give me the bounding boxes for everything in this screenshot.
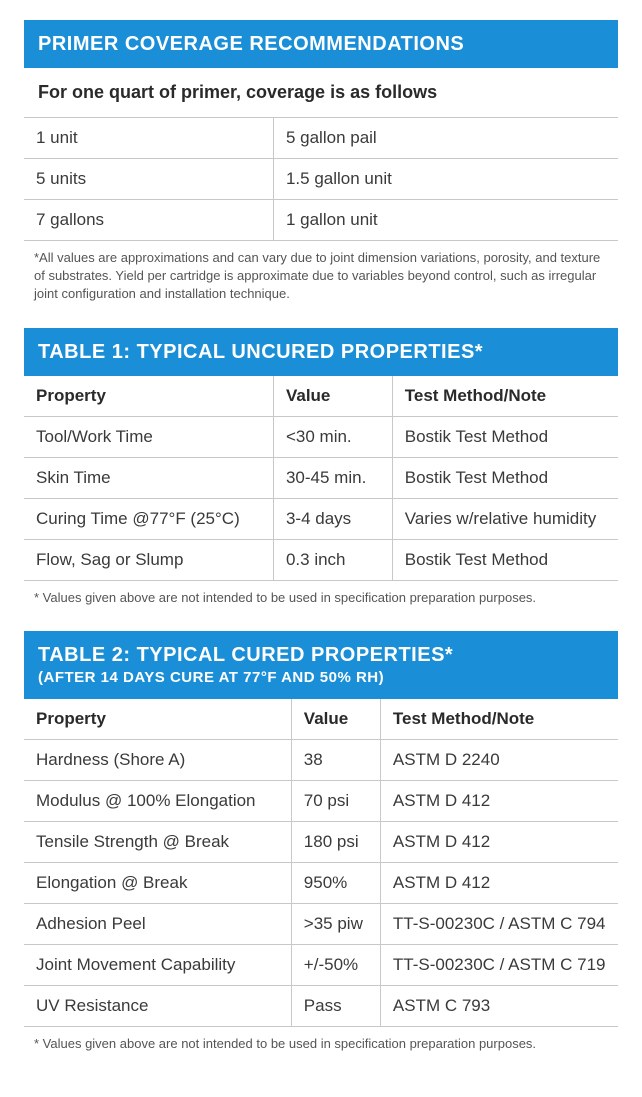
cell: 950%	[291, 862, 380, 903]
table-row: Flow, Sag or Slump 0.3 inch Bostik Test …	[24, 539, 618, 580]
primer-cell: 5 units	[24, 159, 273, 200]
cell: ASTM D 412	[380, 780, 618, 821]
primer-footnote: *All values are approximations and can v…	[24, 241, 618, 304]
table-row: Tensile Strength @ Break 180 psi ASTM D …	[24, 821, 618, 862]
cell: Modulus @ 100% Elongation	[24, 780, 291, 821]
table2-title: TABLE 2: TYPICAL CURED PROPERTIES*	[38, 644, 453, 666]
primer-cell: 1.5 gallon unit	[273, 159, 618, 200]
table1-title: TABLE 1: TYPICAL UNCURED PROPERTIES*	[24, 328, 618, 376]
primer-cell: 1 unit	[24, 118, 273, 159]
cell: Tensile Strength @ Break	[24, 821, 291, 862]
col-header: Property	[24, 699, 291, 740]
table-row: Joint Movement Capability +/-50% TT-S-00…	[24, 944, 618, 985]
cell: 3-4 days	[273, 498, 392, 539]
cell: Adhesion Peel	[24, 903, 291, 944]
col-header: Test Method/Note	[380, 699, 618, 740]
cell: 30-45 min.	[273, 457, 392, 498]
primer-subtitle: For one quart of primer, coverage is as …	[24, 68, 618, 118]
table-row: Modulus @ 100% Elongation 70 psi ASTM D …	[24, 780, 618, 821]
table1-section: TABLE 1: TYPICAL UNCURED PROPERTIES* Pro…	[24, 328, 618, 607]
table1-footnote: * Values given above are not intended to…	[24, 581, 618, 607]
cell: >35 piw	[291, 903, 380, 944]
cell: Pass	[291, 985, 380, 1026]
cell: Tool/Work Time	[24, 416, 273, 457]
cell: Joint Movement Capability	[24, 944, 291, 985]
cell: Elongation @ Break	[24, 862, 291, 903]
table2-section: TABLE 2: TYPICAL CURED PROPERTIES* (AFTE…	[24, 631, 618, 1053]
cell: <30 min.	[273, 416, 392, 457]
table-header-row: Property Value Test Method/Note	[24, 376, 618, 417]
cell: 180 psi	[291, 821, 380, 862]
table1-table: Property Value Test Method/Note Tool/Wor…	[24, 376, 618, 581]
table2-footnote: * Values given above are not intended to…	[24, 1027, 618, 1053]
table-row: Hardness (Shore A) 38 ASTM D 2240	[24, 739, 618, 780]
cell: Skin Time	[24, 457, 273, 498]
cell: 0.3 inch	[273, 539, 392, 580]
primer-section: PRIMER COVERAGE RECOMMENDATIONS For one …	[24, 20, 618, 304]
cell: Bostik Test Method	[392, 457, 618, 498]
primer-cell: 5 gallon pail	[273, 118, 618, 159]
table-row: 1 unit 5 gallon pail	[24, 118, 618, 159]
table-row: Elongation @ Break 950% ASTM D 412	[24, 862, 618, 903]
cell: TT-S-00230C / ASTM C 719	[380, 944, 618, 985]
col-header: Value	[273, 376, 392, 417]
cell: Flow, Sag or Slump	[24, 539, 273, 580]
table-row: Adhesion Peel >35 piw TT-S-00230C / ASTM…	[24, 903, 618, 944]
cell: Curing Time @77°F (25°C)	[24, 498, 273, 539]
primer-title: PRIMER COVERAGE RECOMMENDATIONS	[24, 20, 618, 68]
table-row: Skin Time 30-45 min. Bostik Test Method	[24, 457, 618, 498]
cell: ASTM C 793	[380, 985, 618, 1026]
table2-title-bar: TABLE 2: TYPICAL CURED PROPERTIES* (AFTE…	[24, 631, 618, 699]
primer-cell: 7 gallons	[24, 200, 273, 241]
table-row: Tool/Work Time <30 min. Bostik Test Meth…	[24, 416, 618, 457]
col-header: Property	[24, 376, 273, 417]
cell: Hardness (Shore A)	[24, 739, 291, 780]
cell: +/-50%	[291, 944, 380, 985]
table-header-row: Property Value Test Method/Note	[24, 699, 618, 740]
cell: 38	[291, 739, 380, 780]
cell: TT-S-00230C / ASTM C 794	[380, 903, 618, 944]
table-row: Curing Time @77°F (25°C) 3-4 days Varies…	[24, 498, 618, 539]
cell: Bostik Test Method	[392, 416, 618, 457]
table-row: 5 units 1.5 gallon unit	[24, 159, 618, 200]
table-row: 7 gallons 1 gallon unit	[24, 200, 618, 241]
cell: ASTM D 2240	[380, 739, 618, 780]
table2-table: Property Value Test Method/Note Hardness…	[24, 699, 618, 1027]
cell: Varies w/relative humidity	[392, 498, 618, 539]
col-header: Value	[291, 699, 380, 740]
cell: UV Resistance	[24, 985, 291, 1026]
cell: ASTM D 412	[380, 821, 618, 862]
table2-subtitle: (AFTER 14 DAYS CURE AT 77°F AND 50% RH)	[38, 669, 604, 687]
primer-cell: 1 gallon unit	[273, 200, 618, 241]
cell: Bostik Test Method	[392, 539, 618, 580]
cell: ASTM D 412	[380, 862, 618, 903]
table-row: UV Resistance Pass ASTM C 793	[24, 985, 618, 1026]
col-header: Test Method/Note	[392, 376, 618, 417]
cell: 70 psi	[291, 780, 380, 821]
primer-table: 1 unit 5 gallon pail 5 units 1.5 gallon …	[24, 118, 618, 241]
